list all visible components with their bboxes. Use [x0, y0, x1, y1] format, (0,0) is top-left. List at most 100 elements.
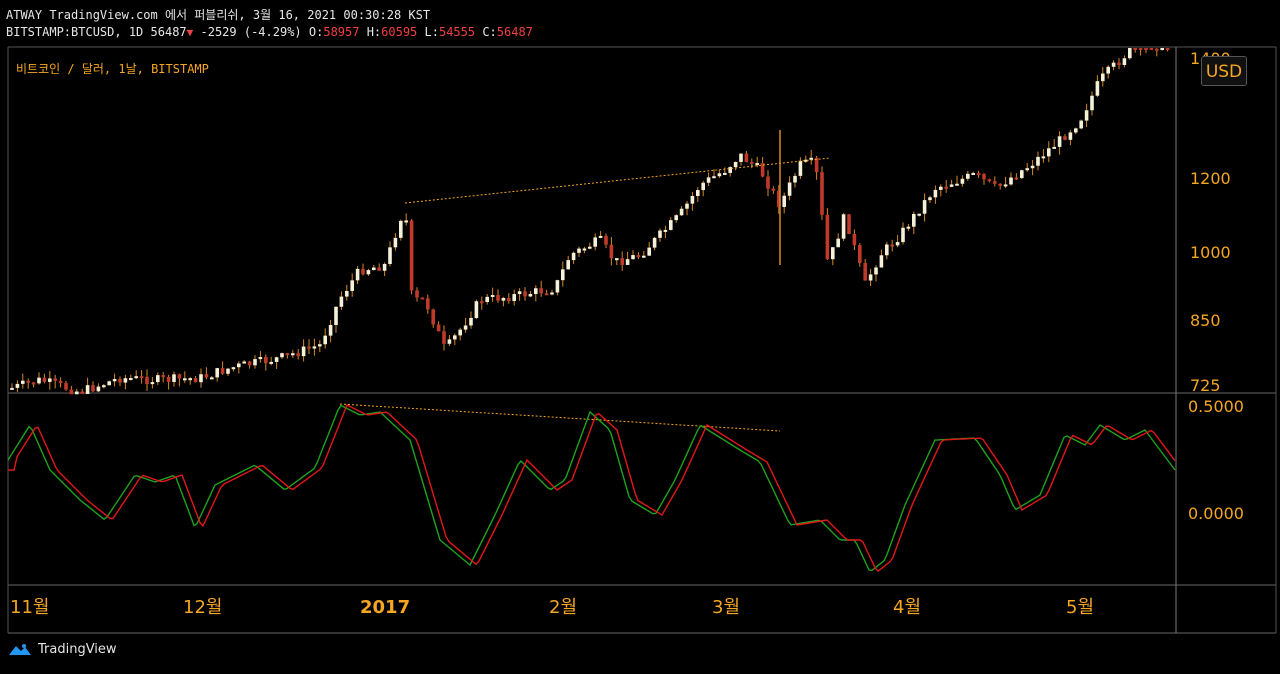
- candle-body: [496, 295, 500, 301]
- candle-body: [663, 229, 668, 232]
- candle-body: [1149, 48, 1154, 50]
- candle-body: [793, 175, 797, 183]
- candle-body: [890, 244, 894, 247]
- candle-body: [58, 380, 63, 384]
- candle-body: [193, 378, 198, 383]
- candle-body: [291, 353, 295, 356]
- candle-body: [820, 172, 824, 215]
- candle-body: [982, 174, 986, 180]
- candle-body: [534, 288, 538, 295]
- candle-body: [323, 335, 327, 345]
- candle-body: [80, 391, 84, 394]
- tradingview-logo[interactable]: TradingView: [8, 642, 117, 657]
- candle-body: [285, 353, 290, 356]
- candle-body: [868, 274, 873, 281]
- candle-body: [372, 267, 376, 271]
- candle-body: [944, 186, 948, 189]
- candle-body: [453, 335, 457, 340]
- candle-body: [10, 387, 14, 390]
- candle-body: [377, 267, 381, 271]
- candle-body: [42, 377, 47, 382]
- candle-body: [366, 270, 371, 275]
- price-tick-label: 1200: [1190, 169, 1231, 188]
- candle-body: [755, 163, 759, 166]
- candle-body: [458, 329, 462, 336]
- time-axis[interactable]: 11월 12월 2017 2월 3월 4월 5월: [10, 597, 1094, 618]
- candle-body: [949, 184, 954, 187]
- candle-body: [582, 248, 587, 251]
- candle-body: [609, 244, 614, 259]
- candle-body: [447, 339, 452, 344]
- candle-body: [512, 294, 516, 302]
- candle-body: [436, 324, 441, 332]
- time-tick-label: 12월: [183, 597, 222, 618]
- candle-body: [966, 173, 970, 179]
- candle-body: [85, 385, 90, 394]
- candle-body: [1106, 66, 1110, 74]
- candle-body: [750, 162, 754, 165]
- candle-body: [550, 292, 554, 295]
- candle-body: [906, 226, 911, 229]
- candle-body: [701, 182, 705, 191]
- candle-body: [712, 176, 716, 179]
- candle-body: [269, 361, 273, 364]
- candle-body: [598, 235, 603, 238]
- low-value: 54555: [438, 25, 476, 39]
- price-trendline: [404, 157, 831, 204]
- time-tick-label: 3월: [712, 597, 740, 618]
- candle-body: [1155, 48, 1159, 51]
- candle-body: [528, 294, 533, 297]
- candle-body: [852, 233, 857, 246]
- candle-body: [955, 183, 959, 186]
- candle-body: [442, 331, 446, 344]
- candle-body: [382, 263, 387, 271]
- candle-body: [318, 344, 322, 347]
- candle-body: [1101, 73, 1105, 82]
- candle-body: [652, 237, 657, 248]
- time-tick-label: 4월: [893, 597, 921, 618]
- candle-body: [301, 346, 306, 357]
- symbol-label: BITSTAMP:BTCUSD, 1D: [6, 25, 144, 39]
- candle-body: [863, 262, 867, 281]
- high-value: 60595: [381, 25, 418, 39]
- candle-body: [744, 153, 749, 163]
- oscillator-fast-line: [7, 404, 1176, 572]
- candle-body: [507, 297, 511, 302]
- candle-body: [777, 190, 781, 207]
- candle-body: [1009, 177, 1013, 185]
- currency-badge[interactable]: USD: [1201, 56, 1247, 86]
- oscillator-slow-line: [8, 404, 1176, 573]
- candlestick-series: [10, 48, 1170, 395]
- candle-body: [183, 378, 187, 381]
- candle-body: [350, 280, 354, 291]
- candle-body: [1063, 136, 1067, 140]
- candle-body: [620, 258, 624, 265]
- candle-body: [1165, 48, 1170, 50]
- candle-body: [31, 382, 36, 385]
- candle-body: [760, 163, 765, 177]
- candle-body: [928, 197, 932, 201]
- down-arrow-icon: ▼: [186, 26, 194, 39]
- candle-body: [895, 242, 900, 246]
- candle-body: [604, 235, 608, 245]
- candle-body: [917, 213, 921, 216]
- candle-body: [21, 380, 25, 384]
- candle-body: [706, 177, 711, 183]
- ohlc-legend: BITSTAMP:BTCUSD, 1D 56487▼ -2529 (-4.29%…: [6, 25, 533, 39]
- oscillator-axis[interactable]: 0.5000 0.0000: [1188, 397, 1244, 523]
- candle-body: [107, 381, 111, 386]
- candle-body: [328, 324, 333, 336]
- candle-body: [280, 353, 284, 358]
- candle-body: [48, 378, 52, 382]
- candle-body: [53, 378, 57, 381]
- candle-body: [874, 267, 878, 275]
- candle-body: [636, 255, 641, 258]
- candle-body: [75, 391, 79, 395]
- price-axis[interactable]: 140012001000850725: [1190, 49, 1231, 395]
- candle-body: [393, 237, 398, 248]
- price-tick-label: 850: [1190, 311, 1221, 330]
- candle-body: [231, 367, 236, 370]
- candle-body: [631, 255, 635, 260]
- candle-body: [102, 385, 106, 388]
